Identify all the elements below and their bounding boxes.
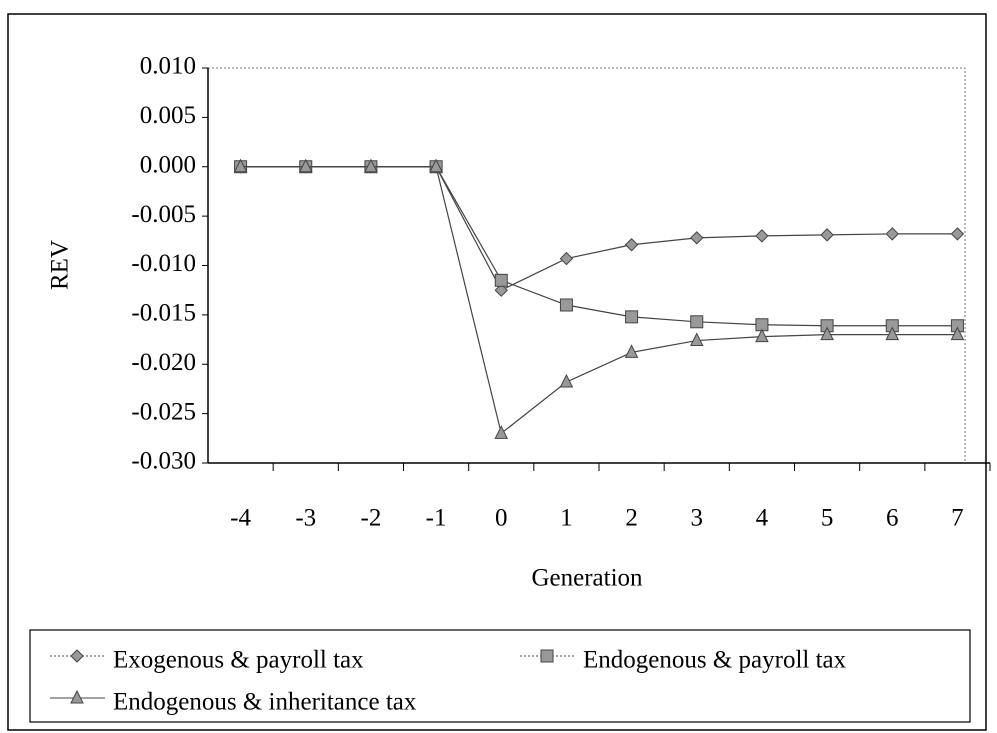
y-tick-label: -0.010 <box>131 250 196 277</box>
plot-area <box>207 67 966 464</box>
x-tick-label: 3 <box>691 505 704 532</box>
y-axis-label: REV <box>47 240 74 290</box>
marker <box>559 251 574 266</box>
y-tick-label: 0.010 <box>140 53 196 80</box>
marker <box>885 227 899 241</box>
marker <box>494 425 509 439</box>
marker <box>70 649 84 663</box>
series-line <box>240 166 958 327</box>
x-tick-label: 7 <box>951 505 964 532</box>
marker <box>494 273 508 287</box>
marker <box>625 310 639 324</box>
series-line <box>240 166 958 435</box>
marker <box>755 229 769 243</box>
marker <box>70 689 84 704</box>
x-tick-label: 1 <box>560 505 573 532</box>
x-tick-label: -4 <box>230 505 251 532</box>
y-tick-label: 0.000 <box>140 151 196 178</box>
y-tick-label: -0.015 <box>131 300 196 327</box>
x-tick-label: -1 <box>426 505 447 532</box>
marker <box>690 231 704 245</box>
marker <box>559 298 573 312</box>
x-tick-label: 5 <box>821 505 834 532</box>
x-tick-label: 2 <box>625 505 638 532</box>
marker <box>233 158 248 173</box>
legend-box <box>29 629 971 723</box>
marker <box>755 328 769 343</box>
frame <box>7 13 987 731</box>
marker <box>364 158 378 173</box>
marker <box>885 326 900 341</box>
marker <box>689 332 704 347</box>
marker <box>820 228 834 242</box>
marker <box>624 238 639 252</box>
marker <box>540 649 554 663</box>
marker <box>690 315 704 329</box>
x-tick-label: 4 <box>756 505 769 532</box>
legend-label: Endogenous & inheritance tax <box>113 689 417 716</box>
marker <box>820 326 834 341</box>
marker <box>950 227 965 241</box>
marker <box>559 373 574 388</box>
legend-label: Exogenous & payroll tax <box>113 647 364 674</box>
y-tick-label: -0.020 <box>131 349 196 376</box>
x-tick-label: 6 <box>886 505 899 532</box>
marker <box>298 158 313 173</box>
legend-label: Endogenous & payroll tax <box>583 647 847 674</box>
series-line <box>240 166 958 291</box>
y-tick-label: -0.005 <box>131 201 196 228</box>
y-tick-label: -0.025 <box>131 398 196 425</box>
y-tick-label: 0.005 <box>140 102 196 129</box>
x-tick-label: 0 <box>495 505 508 532</box>
marker <box>494 283 508 297</box>
x-tick-label: -2 <box>361 505 382 532</box>
y-tick-label: -0.030 <box>131 448 196 475</box>
marker <box>429 158 443 173</box>
marker <box>950 326 965 341</box>
marker <box>624 344 639 358</box>
x-tick-label: -3 <box>295 505 316 532</box>
x-axis-label: Generation <box>531 565 643 592</box>
